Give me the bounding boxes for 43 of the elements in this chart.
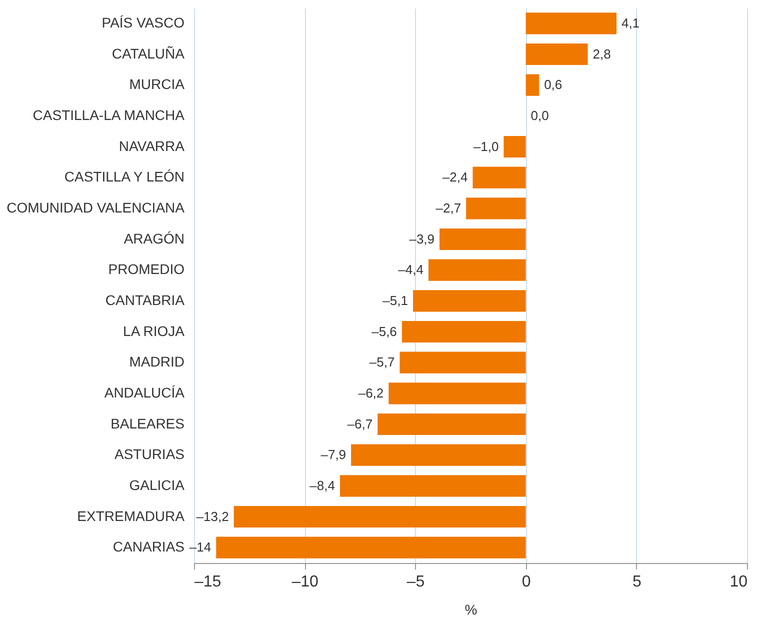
y-tick-label: PAÍS VASCO bbox=[102, 14, 185, 30]
y-tick-label: NAVARRA bbox=[118, 138, 186, 154]
x-axis-title: % bbox=[464, 602, 478, 618]
data-label: –3,9 bbox=[409, 231, 435, 246]
x-tick-label: –10 bbox=[292, 574, 319, 590]
y-tick-label: CASTILLA-LA MANCHA bbox=[32, 106, 186, 123]
data-label: 0,6 bbox=[544, 77, 562, 92]
y-tick-label: LA RIOJA bbox=[123, 322, 186, 339]
data-label: 2,8 bbox=[592, 46, 611, 62]
y-tick-label: CASTILLA Y LEÓN bbox=[64, 168, 184, 185]
y-tick-label: MADRID bbox=[129, 354, 184, 370]
data-label: –8,4 bbox=[310, 478, 335, 493]
x-tick-label: –15 bbox=[194, 574, 222, 590]
data-label: –5,1 bbox=[382, 292, 408, 308]
data-label: –14 bbox=[189, 540, 212, 555]
data-label: 0,0 bbox=[530, 108, 549, 123]
data-label: –6,2 bbox=[358, 385, 384, 400]
y-tick-label: ANDALUCÍA bbox=[104, 384, 186, 400]
y-tick-label: ASTURIAS bbox=[114, 446, 184, 462]
y-tick-label: PROMEDIO bbox=[108, 261, 185, 278]
data-label: –2,4 bbox=[442, 170, 468, 185]
x-tick-label: 0 bbox=[522, 574, 531, 590]
y-tick-label: CATALUÑA bbox=[112, 45, 186, 62]
x-tick-label: 10 bbox=[730, 574, 748, 590]
x-tick-label: 5 bbox=[632, 574, 642, 590]
y-tick-label: CANTABRIA bbox=[105, 292, 186, 308]
data-label: –5,7 bbox=[369, 354, 395, 370]
data-label: –13,2 bbox=[196, 508, 229, 524]
data-label: –7,9 bbox=[320, 447, 346, 462]
data-label: –1,0 bbox=[473, 138, 499, 154]
data-label: –6,7 bbox=[347, 416, 373, 432]
y-tick-label: GALICIA bbox=[129, 476, 186, 493]
y-tick-label: BALEARES bbox=[110, 415, 184, 432]
y-tick-label: CANARIAS bbox=[112, 538, 184, 555]
data-label: –5,6 bbox=[372, 324, 397, 339]
y-tick-label: MURCIA bbox=[129, 76, 186, 92]
data-label: –2,7 bbox=[436, 200, 462, 216]
data-label: 4,1 bbox=[621, 15, 640, 30]
x-tick-label: –5 bbox=[406, 574, 425, 590]
y-tick-label: ARAGÓN bbox=[124, 230, 184, 246]
data-label: –4,4 bbox=[398, 262, 424, 278]
y-tick-label: EXTREMADURA bbox=[77, 508, 186, 524]
y-tick-label: COMUNIDAD VALENCIANA bbox=[6, 199, 186, 216]
